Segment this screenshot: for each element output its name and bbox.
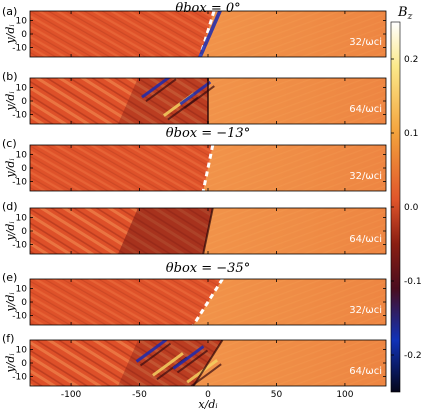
y-tick-label: 10 <box>16 213 28 223</box>
colorbar-tick-label: 0.2 <box>404 55 418 65</box>
y-tick-label: 0 <box>21 164 27 174</box>
group-title: θbox = −13° <box>166 126 250 141</box>
colorbar-tick-label: 0.0 <box>404 203 419 213</box>
time-label: 64/ωci <box>349 104 382 115</box>
x-tick-label: -50 <box>132 390 147 400</box>
axes-layer: -100 -50 0 50 100 x/dᵢ <box>61 390 354 409</box>
panel-label: (e) <box>2 271 17 284</box>
group-title: θbox = 0° <box>175 1 240 16</box>
x-tick-label: 0 <box>205 390 211 400</box>
y-tick-label: -10 <box>12 312 27 322</box>
y-axis-label: y/dᵢ <box>4 292 17 312</box>
y-tick-label: 0 <box>21 298 27 308</box>
y-tick-label: 0 <box>21 359 27 369</box>
y-axis-label: y/dᵢ <box>4 221 17 241</box>
y-tick-label: -10 <box>12 111 27 121</box>
time-label: 64/ωci <box>349 234 382 245</box>
panel-label: (d) <box>2 200 18 213</box>
colorbar: Bz 0.2 0.1 0.0 -0.1 -0.2 <box>390 5 422 393</box>
time-label: 64/ωci <box>349 366 382 377</box>
y-tick-label: 0 <box>21 30 27 40</box>
y-axis-label: y/dᵢ <box>4 24 17 44</box>
y-tick-label: -10 <box>12 373 27 383</box>
group-title: θbox = −35° <box>166 261 250 276</box>
panels-layer: (a)32/ωciy/dᵢ100-10(b)64/ωciy/dᵢ100-10(c… <box>2 5 387 387</box>
y-tick-label: -10 <box>12 44 27 54</box>
time-label: 32/ωci <box>349 305 382 316</box>
panel-label: (f) <box>2 332 14 345</box>
y-tick-label: 0 <box>21 227 27 237</box>
time-label: 32/ωci <box>349 171 382 182</box>
y-tick-label: 10 <box>16 150 28 160</box>
titles-layer: θbox = 0° θbox = −13° θbox = −35° <box>166 1 250 276</box>
x-tick-label: 100 <box>336 390 353 400</box>
y-tick-label: 10 <box>16 284 28 294</box>
panel-label: (a) <box>2 5 17 18</box>
y-tick-label: -10 <box>12 178 27 188</box>
y-tick-label: 10 <box>16 345 28 355</box>
colorbar-title: Bz <box>397 5 413 22</box>
y-tick-label: -10 <box>12 241 27 251</box>
x-axis-label: x/dᵢ <box>198 398 217 409</box>
shock-front-marker <box>201 145 215 191</box>
shock-front-marker <box>192 279 224 325</box>
y-tick-label: 0 <box>21 97 27 107</box>
x-tick-label: -100 <box>61 390 82 400</box>
panel-label: (b) <box>2 70 18 83</box>
y-axis-label: y/dᵢ <box>4 353 17 373</box>
time-label: 32/ωci <box>349 37 382 48</box>
foreshock-darkening <box>118 78 208 124</box>
colorbar-ticks: 0.2 0.1 0.0 -0.1 -0.2 <box>391 55 422 361</box>
colorbar-tick-label: -0.2 <box>404 351 422 361</box>
y-tick-label: 10 <box>16 83 28 93</box>
colorbar-tick-label: -0.1 <box>404 277 422 287</box>
y-tick-label: 10 <box>16 16 28 26</box>
panel-label: (c) <box>2 137 17 150</box>
foreshock-darkening <box>118 208 213 254</box>
y-axis-label: y/dᵢ <box>4 158 17 178</box>
colorbar-tick-label: 0.1 <box>404 129 418 139</box>
x-tick-label: 50 <box>271 390 283 400</box>
y-axis-label: y/dᵢ <box>4 91 17 111</box>
